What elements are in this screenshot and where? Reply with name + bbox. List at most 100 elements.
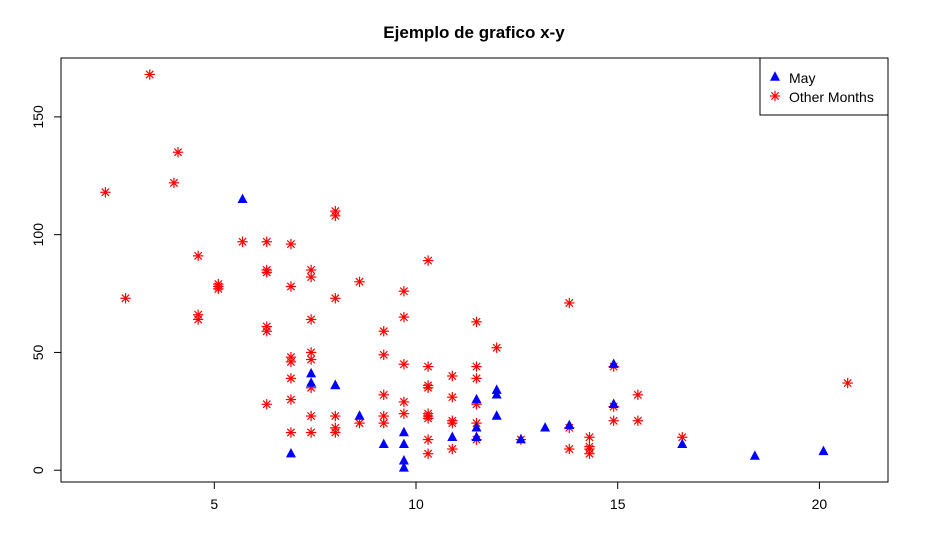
may-data-point — [237, 193, 248, 204]
y-tick-label: 50 — [30, 344, 46, 360]
x-tick-label: 20 — [812, 496, 828, 512]
other-months-data-point — [447, 417, 458, 429]
legend-triangle-marker — [770, 71, 780, 81]
other-months-data-point — [422, 255, 434, 266]
legend: May Other Months — [759, 57, 889, 116]
other-months-data-point — [584, 432, 595, 443]
other-months-data-point — [305, 427, 317, 438]
may-data-point — [306, 377, 317, 387]
y-tick-label: 100 — [30, 223, 46, 247]
legend-label: Other Months — [789, 89, 874, 105]
other-months-data-point — [398, 286, 410, 297]
may-data-point — [378, 438, 389, 449]
other-months-data-point — [261, 267, 272, 278]
other-months-data-point — [261, 236, 272, 247]
other-months-data-point — [261, 399, 272, 410]
may-data-point — [608, 358, 619, 368]
may-data-point — [608, 398, 619, 408]
legend-asterisk-marker — [769, 90, 781, 102]
may-data-point — [306, 367, 317, 378]
other-months-data-point — [378, 349, 389, 360]
may-data-point — [818, 445, 829, 456]
other-months-data-point — [471, 361, 482, 372]
other-months-data-point — [330, 427, 341, 438]
other-months-data-point — [564, 443, 575, 455]
y-tick-label: 150 — [30, 105, 46, 129]
other-months-data-point — [330, 410, 341, 422]
other-months-data-point — [305, 354, 317, 365]
other-months-data-point — [842, 377, 853, 389]
y-axis: 0 50 100 150 — [30, 105, 62, 474]
other-months-data-point — [261, 326, 272, 337]
other-months-data-point — [422, 448, 434, 459]
other-months-data-point — [305, 314, 317, 325]
may-data-point — [515, 433, 526, 444]
may-data-point — [677, 438, 688, 449]
other-months-data-point — [378, 389, 389, 401]
other-months-data-point — [422, 434, 434, 445]
other-months-data-point — [447, 370, 458, 382]
legend-box — [759, 57, 889, 116]
other-months-data-point — [213, 281, 224, 292]
plot-area-border — [60, 57, 889, 483]
other-months-data-point — [378, 326, 389, 337]
x-axis: 5 10 15 20 — [210, 481, 828, 512]
x-tick-label: 5 — [210, 496, 218, 512]
may-data-point — [447, 431, 458, 441]
may-data-point — [491, 389, 502, 399]
other-months-data-point — [378, 410, 389, 422]
other-months-data-point — [422, 382, 434, 393]
may-data-point — [354, 410, 365, 420]
other-months-data-point — [447, 392, 458, 403]
x-tick-label: 15 — [610, 496, 626, 512]
may-data-point — [398, 438, 409, 449]
other-months-data-point — [491, 342, 502, 353]
other-months-data-point — [305, 271, 317, 283]
other-months-data-point — [192, 314, 204, 325]
other-months-data-point — [285, 373, 297, 384]
other-months-data-point — [398, 396, 410, 408]
other-months-data-point — [471, 373, 482, 384]
may-data-point — [398, 462, 409, 472]
other-months-data-point — [471, 316, 482, 328]
may-data-point — [398, 426, 409, 437]
x-tick-label: 10 — [408, 496, 424, 512]
may-data-point — [330, 379, 341, 390]
other-months-data-point — [285, 427, 297, 438]
other-months-data-point — [632, 389, 644, 401]
may-data-point — [540, 422, 551, 432]
other-months-data-point — [584, 448, 595, 459]
other-months-data-point — [285, 394, 297, 405]
legend-label: May — [789, 70, 815, 86]
other-months-data-point — [422, 413, 434, 424]
other-months-data-point — [120, 293, 131, 304]
may-data-point — [749, 450, 760, 460]
other-months-data-point — [422, 361, 434, 372]
other-months-data-point — [100, 187, 111, 198]
other-months-data-point — [330, 210, 341, 222]
other-months-data-point — [608, 415, 619, 426]
other-months-data-point — [330, 293, 341, 304]
other-months-data-point — [447, 443, 458, 455]
may-data-point — [285, 447, 296, 458]
other-months-data-point — [168, 177, 180, 189]
other-months-data-point — [398, 311, 410, 323]
other-months-data-point — [285, 356, 297, 368]
may-data-point — [471, 422, 482, 432]
other-months-data-point — [285, 281, 297, 292]
other-months-data-point — [632, 415, 644, 426]
chart-title: Ejemplo de grafico x-y — [383, 23, 565, 42]
other-months-data-point — [305, 410, 317, 422]
data-points — [100, 69, 853, 472]
other-months-data-point — [285, 238, 297, 250]
other-months-data-point — [398, 359, 410, 370]
other-months-data-point — [398, 408, 410, 419]
other-months-data-point — [172, 147, 184, 158]
other-months-data-point — [378, 417, 389, 429]
other-months-data-point — [564, 297, 575, 309]
other-months-data-point — [354, 276, 365, 287]
other-months-data-point — [237, 236, 248, 247]
may-data-point — [491, 410, 502, 420]
